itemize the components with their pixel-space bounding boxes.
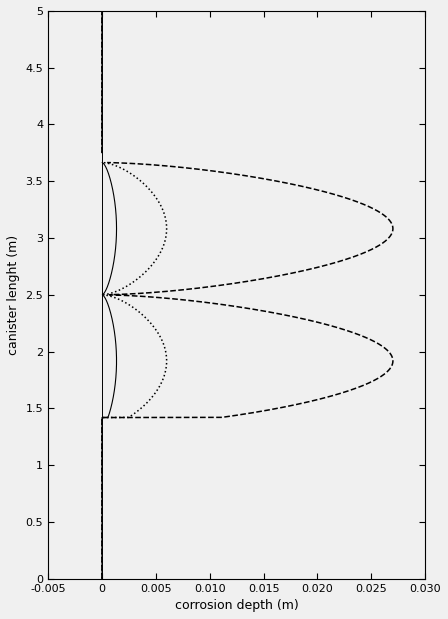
X-axis label: corrosion depth (m): corrosion depth (m) xyxy=(175,599,298,612)
Y-axis label: canister lenght (m): canister lenght (m) xyxy=(7,235,20,355)
